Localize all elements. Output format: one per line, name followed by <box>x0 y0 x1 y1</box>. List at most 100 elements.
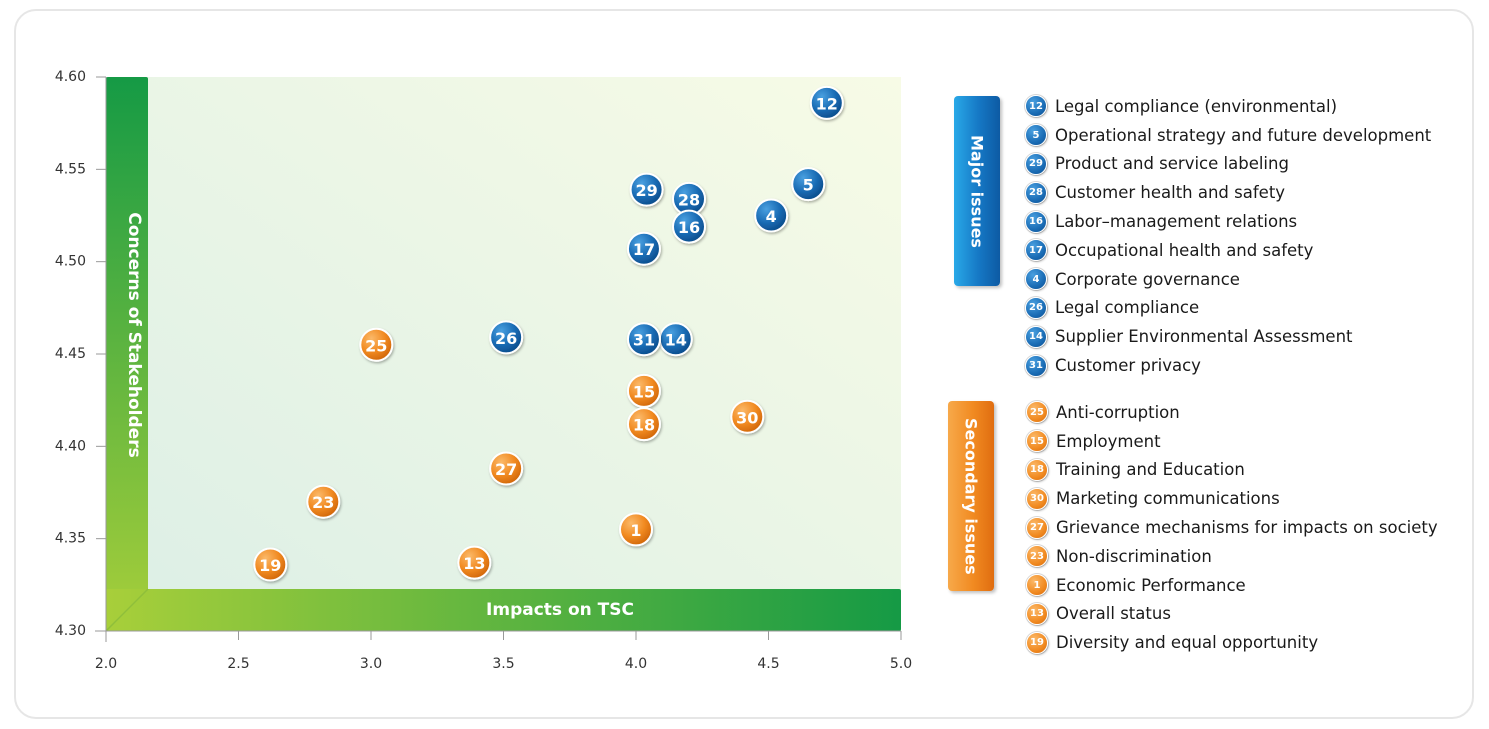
legend-item-29: 29 Product and service labeling <box>1025 150 1431 179</box>
data-point-19: 19 <box>253 547 288 582</box>
data-point-1: 1 <box>619 512 653 547</box>
legend-badge: 4 <box>1025 268 1047 291</box>
legend-label: Legal compliance <box>1055 298 1200 318</box>
legend-label: Grievance mechanisms for impacts on soci… <box>1056 518 1438 538</box>
point-label: 15 <box>633 382 655 401</box>
point-bubble <box>626 322 661 357</box>
point-label: 25 <box>365 336 387 355</box>
legend-item-31: 31 Customer privacy <box>1025 351 1431 380</box>
point-label: 27 <box>495 460 517 479</box>
legend-item-30: 30 Marketing communications <box>1026 484 1438 513</box>
legend-badge: 19 <box>1026 631 1048 654</box>
data-point-26: 26 <box>489 320 524 355</box>
legend-item-16: 16 Labor–management relations <box>1025 207 1431 236</box>
legend-badge: 26 <box>1025 296 1047 319</box>
data-point-18: 18 <box>626 407 661 442</box>
legend-label: Customer privacy <box>1055 356 1201 376</box>
legend-label: Marketing communications <box>1056 489 1280 509</box>
data-point-16: 16 <box>672 209 706 244</box>
major-issues-legend: 12 Legal compliance (environmental) 5 Opera… <box>1025 92 1431 380</box>
point-bubble <box>730 399 765 434</box>
data-point-29: 29 <box>629 172 664 207</box>
legend-badge: 17 <box>1025 239 1047 262</box>
legend-item-18: 18 Training and Education <box>1026 456 1438 485</box>
legend-label: Legal compliance (environmental) <box>1055 96 1338 116</box>
data-point-23: 23 <box>306 484 341 519</box>
x-axis-bar <box>106 589 901 631</box>
legend-item-5: 5 Operational strategy and future develop… <box>1025 121 1431 150</box>
point-label: 17 <box>633 240 655 259</box>
legend-badge: 1 <box>1026 574 1048 597</box>
point-bubble <box>809 85 844 120</box>
legend-badge: 14 <box>1025 325 1047 348</box>
legend-label: Corporate governance <box>1055 269 1240 289</box>
data-point-14: 14 <box>658 322 693 357</box>
point-bubble <box>791 167 826 202</box>
legend-label: Product and service labeling <box>1055 154 1289 174</box>
y-axis-title: Concerns of Stakeholders <box>124 212 144 457</box>
secondary-issues-label: Secondary issues <box>948 401 994 591</box>
point-label: 16 <box>678 218 700 237</box>
legend-badge: 28 <box>1025 181 1047 204</box>
y-axis-bar <box>106 77 148 631</box>
point-bubble <box>359 327 394 362</box>
legend-item-26: 26 Legal compliance <box>1025 294 1431 323</box>
legend-label: Anti-corruption <box>1056 402 1180 422</box>
point-label: 5 <box>803 176 814 195</box>
legend-label: Training and Education <box>1056 460 1245 480</box>
point-label: 26 <box>495 329 517 348</box>
y-tick-label: 4.45 <box>55 346 86 362</box>
legend-label: Diversity and equal opportunity <box>1056 633 1319 653</box>
point-bubble <box>754 198 789 233</box>
point-bubble <box>489 451 524 486</box>
data-point-31: 31 <box>626 322 661 357</box>
x-tick-label: 4.5 <box>757 656 779 672</box>
y-tick-label: 4.35 <box>55 531 86 547</box>
legend-item-23: 23 Non-discrimination <box>1026 542 1438 571</box>
point-bubble <box>626 373 661 408</box>
point-bubble <box>457 545 492 580</box>
point-bubble <box>626 231 661 266</box>
x-tick-label: 3.5 <box>492 656 514 672</box>
point-label: 13 <box>463 554 485 573</box>
legend-item-14: 14 Supplier Environmental Assessment <box>1025 322 1431 351</box>
legend-label: Supplier Environmental Assessment <box>1055 327 1353 347</box>
data-point-15: 15 <box>626 373 661 408</box>
legend-badge: 12 <box>1025 95 1047 118</box>
legend-label: Customer health and safety <box>1055 183 1286 203</box>
legend-item-12: 12 Legal compliance (environmental) <box>1025 92 1431 121</box>
data-point-12: 12 <box>809 85 844 120</box>
data-point-30: 30 <box>730 399 765 434</box>
point-bubble <box>619 512 653 547</box>
legend-badge: 31 <box>1025 354 1047 377</box>
point-label: 31 <box>633 331 655 350</box>
legend-label: Operational strategy and future developm… <box>1055 125 1432 145</box>
legend-badge: 5 <box>1025 124 1047 147</box>
point-label: 30 <box>736 408 758 427</box>
legend-item-27: 27 Grievance mechanisms for impacts on so… <box>1026 513 1438 542</box>
legend-item-19: 19 Diversity and equal opportunity <box>1026 628 1438 657</box>
legend-item-17: 17 Occupational health and safety <box>1025 236 1431 265</box>
legend-badge: 29 <box>1025 152 1047 175</box>
y-tick-label: 4.30 <box>55 623 86 639</box>
legend-badge: 27 <box>1026 516 1048 539</box>
point-label: 29 <box>635 181 657 200</box>
point-label: 14 <box>665 331 687 350</box>
data-point-28: 28 <box>672 181 706 216</box>
x-tick-label: 2.5 <box>227 656 249 672</box>
legend-label: Employment <box>1056 431 1161 451</box>
legend-item-25: 25 Anti-corruption <box>1026 398 1438 427</box>
legend-badge: 16 <box>1025 210 1047 233</box>
legend-badge: 30 <box>1026 487 1048 510</box>
data-point-27: 27 <box>489 451 524 486</box>
y-tick-label: 4.50 <box>55 254 86 270</box>
secondary-issues-legend: 25 Anti-corruption 15 Employment 18 Training … <box>1026 398 1438 657</box>
legend-item-1: 1 Economic Performance <box>1026 571 1438 600</box>
y-tick-label: 4.40 <box>55 438 86 454</box>
point-label: 1 <box>630 521 641 540</box>
point-label: 28 <box>678 190 700 209</box>
legend-item-4: 4 Corporate governance <box>1025 265 1431 294</box>
legend-label: Occupational health and safety <box>1055 240 1314 260</box>
legend-badge: 18 <box>1026 458 1048 481</box>
